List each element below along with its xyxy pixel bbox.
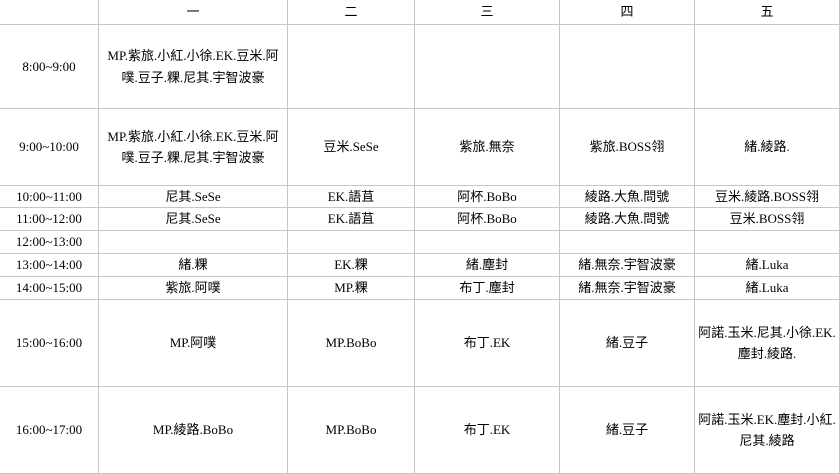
- schedule-cell[interactable]: [560, 25, 695, 109]
- time-cell[interactable]: 10:00~11:00: [0, 186, 99, 208]
- schedule-cell[interactable]: MP.紫旅.小紅.小徐.EK.豆米.阿噗.豆子.粿.尼其.宇智波豪: [99, 109, 288, 186]
- schedule-cell[interactable]: EK.語苴: [288, 208, 415, 231]
- schedule-cell[interactable]: [560, 231, 695, 254]
- schedule-cell[interactable]: 綾路.大魚.問號: [560, 208, 695, 231]
- time-cell[interactable]: 12:00~13:00: [0, 231, 99, 254]
- schedule-cell[interactable]: 緒.Luka: [695, 254, 840, 277]
- schedule-cell[interactable]: [99, 231, 288, 254]
- time-cell[interactable]: 16:00~17:00: [0, 387, 99, 474]
- schedule-cell[interactable]: [288, 25, 415, 109]
- time-cell[interactable]: 9:00~10:00: [0, 109, 99, 186]
- schedule-cell[interactable]: [695, 231, 840, 254]
- schedule-cell[interactable]: 紫旅.BOSS翎: [560, 109, 695, 186]
- schedule-cell[interactable]: 緒.豆子: [560, 387, 695, 474]
- schedule-cell[interactable]: MP.BoBo: [288, 300, 415, 387]
- corner-cell[interactable]: [0, 0, 99, 25]
- schedule-cell[interactable]: 綾路.大魚.問號: [560, 186, 695, 208]
- column-header-thu[interactable]: 四: [560, 0, 695, 25]
- time-cell[interactable]: 14:00~15:00: [0, 277, 99, 300]
- schedule-cell[interactable]: MP.紫旅.小紅.小徐.EK.豆米.阿噗.豆子.粿.尼其.宇智波豪: [99, 25, 288, 109]
- schedule-cell[interactable]: 布丁.EK: [415, 300, 560, 387]
- schedule-cell[interactable]: 尼其.SeSe: [99, 208, 288, 231]
- schedule-cell[interactable]: 阿諾.玉米.尼其.小徐.EK.塵封.綾路.: [695, 300, 840, 387]
- schedule-cell[interactable]: 尼其.SeSe: [99, 186, 288, 208]
- schedule-cell[interactable]: 緒.塵封: [415, 254, 560, 277]
- schedule-cell[interactable]: 緒.無奈.宇智波豪: [560, 254, 695, 277]
- schedule-cell[interactable]: 紫旅.阿噗: [99, 277, 288, 300]
- schedule-cell[interactable]: 布丁.EK: [415, 387, 560, 474]
- schedule-cell[interactable]: 緒.無奈.宇智波豪: [560, 277, 695, 300]
- schedule-cell[interactable]: MP.粿: [288, 277, 415, 300]
- column-header-wed[interactable]: 三: [415, 0, 560, 25]
- schedule-cell[interactable]: [415, 231, 560, 254]
- schedule-cell[interactable]: 緒.粿: [99, 254, 288, 277]
- schedule-cell[interactable]: 布丁.塵封: [415, 277, 560, 300]
- schedule-cell[interactable]: MP.BoBo: [288, 387, 415, 474]
- schedule-cell[interactable]: 緒.Luka: [695, 277, 840, 300]
- schedule-cell[interactable]: 緒.綾路.: [695, 109, 840, 186]
- schedule-cell[interactable]: MP.阿噗: [99, 300, 288, 387]
- schedule-cell[interactable]: [695, 25, 840, 109]
- column-header-fri[interactable]: 五: [695, 0, 840, 25]
- schedule-cell[interactable]: EK.語苴: [288, 186, 415, 208]
- schedule-cell[interactable]: MP.綾路.BoBo: [99, 387, 288, 474]
- schedule-cell[interactable]: 紫旅.無奈: [415, 109, 560, 186]
- schedule-cell[interactable]: 阿杯.BoBo: [415, 208, 560, 231]
- column-header-mon[interactable]: 一: [99, 0, 288, 25]
- schedule-cell[interactable]: 豆米.綾路.BOSS翎: [695, 186, 840, 208]
- schedule-cell[interactable]: 阿諾.玉米.EK.塵封.小紅.尼其.綾路: [695, 387, 840, 474]
- schedule-cell[interactable]: [288, 231, 415, 254]
- time-cell[interactable]: 13:00~14:00: [0, 254, 99, 277]
- column-header-tue[interactable]: 二: [288, 0, 415, 25]
- time-cell[interactable]: 8:00~9:00: [0, 25, 99, 109]
- time-cell[interactable]: 11:00~12:00: [0, 208, 99, 231]
- schedule-cell[interactable]: 豆米.SeSe: [288, 109, 415, 186]
- schedule-cell[interactable]: 阿杯.BoBo: [415, 186, 560, 208]
- schedule-cell[interactable]: 緒.豆子: [560, 300, 695, 387]
- schedule-cell[interactable]: [415, 25, 560, 109]
- time-cell[interactable]: 15:00~16:00: [0, 300, 99, 387]
- schedule-cell[interactable]: 豆米.BOSS翎: [695, 208, 840, 231]
- schedule-cell[interactable]: EK.粿: [288, 254, 415, 277]
